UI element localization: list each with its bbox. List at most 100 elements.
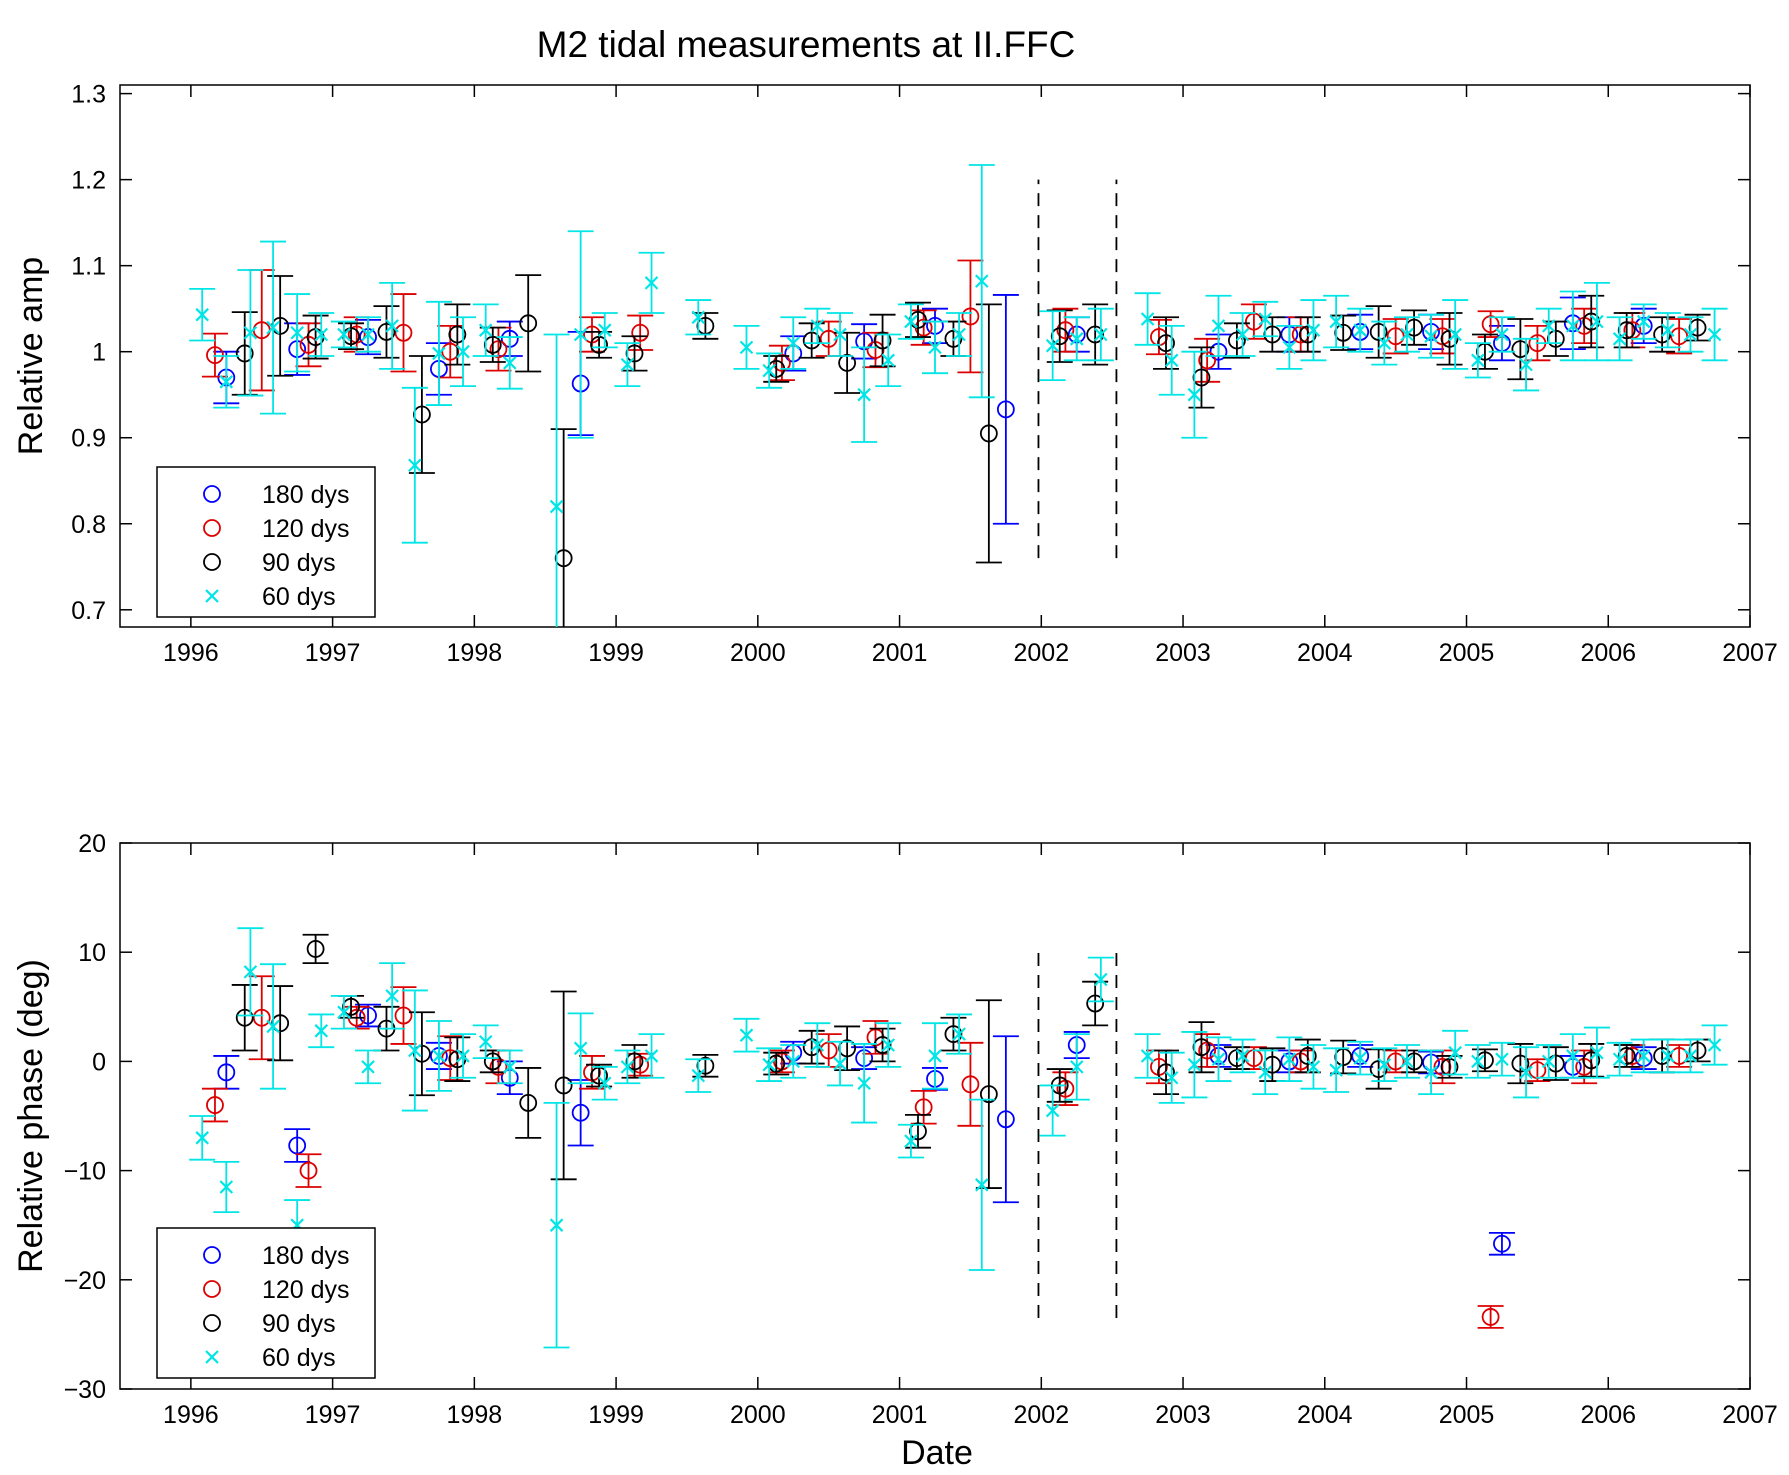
legend-label: 180 dys: [262, 481, 350, 509]
data-point: [1298, 325, 1317, 344]
data-point: [838, 1039, 857, 1058]
data-point: [691, 310, 706, 325]
error-bar: [267, 985, 294, 1062]
data-point: [786, 1054, 801, 1069]
data-point: [1192, 368, 1211, 387]
error-bar: [1082, 980, 1109, 1027]
data-point: [1481, 315, 1500, 334]
data-point: [1094, 327, 1108, 342]
error-bar: [992, 1035, 1019, 1204]
data-point: [739, 1028, 754, 1042]
data-point: [620, 1060, 635, 1074]
data-point: [243, 325, 258, 340]
data-point: [1683, 327, 1698, 342]
y-axis-label: Relative phase (deg): [12, 959, 50, 1273]
y-axis-label: Relative amp: [12, 257, 50, 455]
data-point: [974, 1178, 989, 1192]
legend: 180 dys 120 dys 90 dys 60 dys: [156, 1227, 376, 1379]
legend-label: 120 dys: [262, 1276, 350, 1304]
data-point: [1688, 1041, 1707, 1060]
data-point: [413, 1044, 431, 1063]
data-point: [385, 989, 399, 1003]
legend-marker: [203, 1246, 221, 1264]
data-point: [456, 344, 470, 359]
data-point: [408, 458, 422, 473]
data-point: [833, 327, 847, 342]
data-point: [219, 375, 234, 389]
x-tick-label: 1999: [588, 1401, 644, 1429]
data-point: [762, 363, 776, 378]
data-point: [573, 327, 588, 342]
data-point: [881, 353, 896, 368]
legend-marker: [205, 589, 219, 603]
data-point: [691, 1068, 706, 1083]
data-point: [762, 1057, 776, 1072]
error-bar: [621, 335, 648, 372]
data-point: [1448, 327, 1462, 342]
data-point: [266, 320, 280, 335]
data-point: [219, 1180, 234, 1194]
data-point: [1235, 1049, 1250, 1063]
data-point: [1541, 1054, 1556, 1069]
y-tick-label: 0.7: [71, 597, 106, 625]
x-tick-label: 2002: [1013, 1401, 1069, 1429]
data-point: [1298, 1047, 1317, 1065]
legend: 180 dys 120 dys 90 dys 60 dys: [156, 466, 376, 618]
data-point: [1386, 327, 1405, 346]
data-point: [519, 314, 538, 333]
error-bar: [1330, 1039, 1357, 1075]
data-point: [1670, 1047, 1689, 1065]
legend-label: 90 dys: [262, 549, 336, 577]
data-point: [483, 335, 502, 354]
error-bar: [1382, 318, 1409, 355]
error-bar: [567, 1079, 594, 1147]
amplitude-panel: 1996 1997 1998 1999 2000 2001 2002 2003 2004 2005…: [12, 81, 1778, 667]
legend-marker: [203, 519, 221, 537]
error-bar: [231, 984, 258, 1052]
error-bar: [444, 303, 471, 366]
x-tick-label: 2007: [1722, 1401, 1778, 1429]
data-point: [306, 940, 325, 958]
data-point: [802, 331, 821, 350]
series-60-dys: [189, 164, 1728, 627]
data-point: [549, 499, 564, 514]
error-bar: [295, 1153, 322, 1188]
data-point: [1369, 1060, 1388, 1078]
data-point: [597, 323, 612, 337]
data-point: [857, 387, 871, 402]
data-point: [549, 1218, 564, 1232]
x-tick-label: 2004: [1297, 1401, 1353, 1429]
error-bar: [957, 259, 984, 374]
data-point: [1056, 321, 1075, 340]
data-point: [979, 1085, 998, 1104]
data-point: [1440, 329, 1459, 348]
legend-box: [156, 466, 376, 618]
error-bar: [515, 274, 542, 373]
data-point: [554, 1076, 573, 1095]
error-bar: [284, 1128, 311, 1163]
error-bar: [957, 1041, 984, 1127]
x-tick-label: 2002: [1013, 639, 1069, 667]
data-point: [597, 1076, 612, 1091]
data-point: [773, 353, 791, 372]
data-point: [361, 327, 375, 342]
y-tick-label: 1.2: [71, 167, 106, 195]
x-tick-label: 2004: [1297, 639, 1353, 667]
data-point: [1369, 323, 1388, 341]
data-point: [1157, 1063, 1175, 1082]
data-point: [394, 1006, 413, 1025]
data-point: [385, 319, 399, 333]
x-axis-label: Date: [901, 1434, 973, 1472]
series-120-dys: [201, 975, 1693, 1329]
data-point: [1495, 1052, 1509, 1066]
legend-label: 90 dys: [262, 1310, 336, 1338]
data-point: [904, 314, 918, 329]
error-bar: [267, 275, 294, 377]
data-point: [1329, 1063, 1343, 1077]
data-point: [1192, 1038, 1211, 1057]
legend-marker: [203, 485, 221, 503]
x-tick-label: 2005: [1439, 639, 1495, 667]
y-tick-label: 20: [78, 830, 106, 858]
data-point: [290, 325, 304, 340]
error-bar: [975, 999, 1002, 1189]
